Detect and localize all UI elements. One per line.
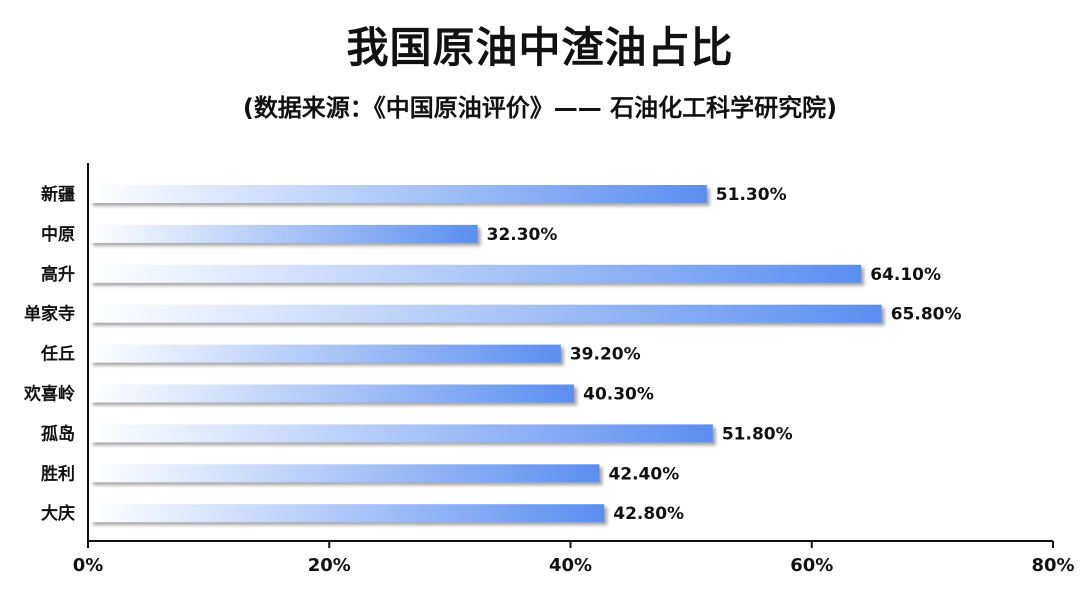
value-label-4: 39.20% (570, 345, 641, 365)
value-label-0: 51.30% (716, 185, 787, 205)
bar-6 (90, 424, 713, 443)
value-label-3: 65.80% (891, 305, 962, 325)
bar-7 (90, 464, 600, 483)
x-tick-label-0: 0% (73, 555, 104, 576)
x-tick-label-3: 60% (790, 555, 833, 576)
value-label-8: 42.80% (613, 504, 684, 524)
category-label-1: 中原 (41, 224, 75, 245)
bar-1 (90, 224, 478, 243)
value-label-2: 64.10% (870, 265, 941, 285)
value-label-1: 32.30% (487, 225, 558, 245)
bar-2 (90, 264, 862, 283)
bar-8 (90, 504, 605, 523)
category-label-8: 大庆 (41, 503, 75, 524)
x-tick-label-1: 20% (308, 555, 351, 576)
x-tick-label-2: 40% (549, 555, 592, 576)
value-label-5: 40.30% (583, 385, 654, 405)
bar-4 (90, 344, 561, 363)
category-label-7: 胜利 (41, 463, 75, 484)
value-label-7: 42.40% (608, 464, 679, 484)
x-tick-label-4: 80% (1031, 555, 1074, 576)
chart-subtitle: (数据来源：《中国原油评价》—— 石油化工科学研究院) (242, 94, 838, 122)
bar-3 (90, 304, 882, 323)
category-label-0: 新疆 (41, 184, 75, 205)
category-label-2: 高升 (41, 264, 75, 285)
value-label-6: 51.80% (722, 424, 793, 444)
bar-0 (90, 185, 707, 203)
category-label-4: 任丘 (40, 344, 75, 365)
chart-title: 我国原油中渣油占比 (346, 23, 734, 72)
category-label-6: 孤岛 (41, 423, 75, 444)
bar-5 (90, 384, 575, 403)
category-label-3: 单家寺 (24, 304, 75, 325)
category-label-5: 欢喜岭 (23, 384, 75, 405)
